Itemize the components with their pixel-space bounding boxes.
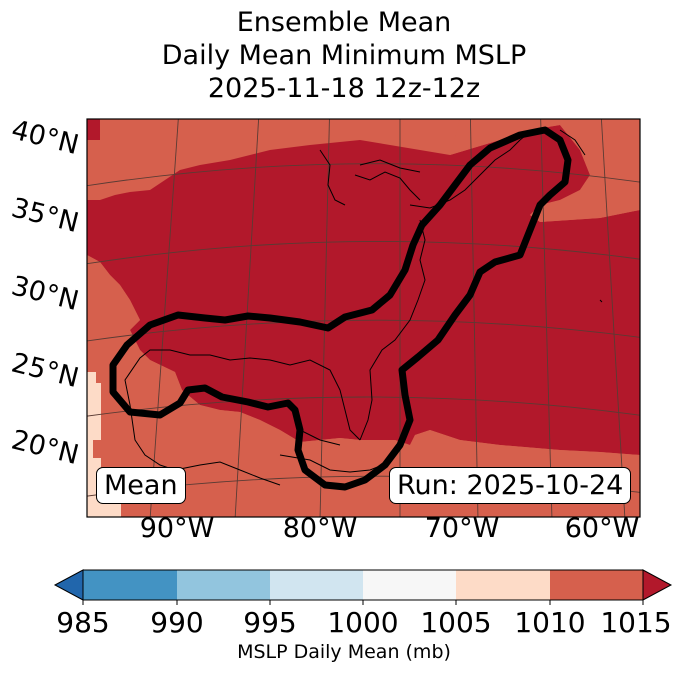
colorbar-bin-985-990 (83, 570, 177, 600)
colorbar-tick-1010: 1010 (514, 606, 586, 639)
colorbar-tick-990: 990 (150, 606, 204, 639)
colorbar-bin-990-995 (177, 570, 270, 600)
lon-label-70w: 70°W (424, 513, 500, 544)
colorbar-label: MSLP Daily Mean (mb) (237, 641, 451, 663)
mean-label-box: Mean (96, 467, 186, 504)
title-line-2: Daily Mean Minimum MSLP (161, 40, 527, 71)
run-label-box: Run: 2025-10-24 (389, 467, 632, 504)
lon-label-80w: 80°W (282, 513, 358, 544)
map-area (87, 119, 640, 517)
map-border (86, 118, 641, 518)
lon-label-60w: 60°W (564, 513, 640, 544)
colorbar-bin-995-1000 (270, 570, 363, 600)
colorbar-tick-1000: 1000 (327, 606, 399, 639)
colorbar-tick-985: 985 (56, 606, 110, 639)
chart-title: Ensemble Mean Daily Mean Minimum MSLP 20… (0, 6, 688, 105)
field-1010-south (87, 255, 640, 517)
colorbar-extend-low (53, 569, 84, 601)
colorbar-bin-1005-1010 (456, 570, 550, 600)
lon-label-90w: 90°W (139, 513, 215, 544)
title-line-1: Ensemble Mean (236, 7, 452, 38)
colorbar-tick-1005: 1005 (420, 606, 492, 639)
colorbar-bin-1000-1005 (363, 570, 456, 600)
field-1015 (87, 119, 640, 455)
colorbar-extend-high (642, 569, 673, 601)
title-line-3: 2025-11-18 12z-12z (207, 73, 481, 104)
field-1010-ne (450, 119, 640, 222)
colorbar-tick-1015: 1015 (600, 606, 672, 639)
colorbar-tick-995: 995 (243, 606, 297, 639)
colorbar-ticks (82, 600, 644, 605)
pressure-contour (109, 126, 572, 491)
colorbar-bin-1010-1015 (550, 570, 643, 600)
